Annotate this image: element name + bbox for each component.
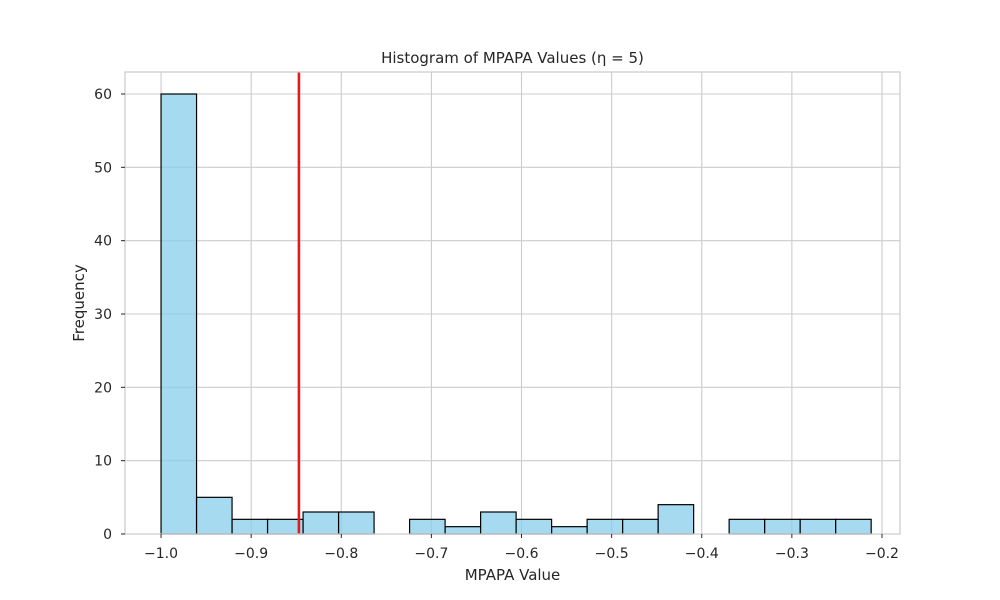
- histogram-bar: [231, 518, 269, 535]
- y-tick-label: 50: [94, 160, 112, 176]
- histogram-bar: [657, 504, 695, 535]
- x-tick-label: −0.2: [865, 546, 899, 562]
- histogram-bar: [799, 518, 837, 535]
- histogram-bar: [586, 518, 624, 535]
- x-tick-label: −0.8: [324, 546, 358, 562]
- histogram-bar: [160, 93, 198, 535]
- y-tick-label: 30: [94, 307, 112, 323]
- x-tick-label: −1.0: [144, 546, 178, 562]
- x-tick-label: −0.9: [234, 546, 268, 562]
- x-tick-label: −0.3: [775, 546, 809, 562]
- y-tick-label: 10: [94, 454, 112, 470]
- grid: [125, 72, 900, 535]
- x-tick-label: −0.6: [505, 546, 539, 562]
- plot-frame: [124, 71, 901, 535]
- histogram-bar: [515, 518, 553, 535]
- histogram-bar: [408, 518, 446, 535]
- histogram-bar: [195, 496, 233, 535]
- histogram-bar: [622, 518, 659, 535]
- bars: [160, 93, 872, 535]
- y-axis-label: Frequency: [70, 264, 88, 342]
- histogram-bar: [551, 526, 588, 535]
- x-tick-label: −0.5: [595, 546, 629, 562]
- x-axis-label: MPAPA Value: [465, 566, 561, 584]
- y-tick-label: 60: [94, 87, 112, 103]
- y-tick-label: 20: [94, 380, 112, 396]
- x-tick-label: −0.7: [414, 546, 448, 562]
- y-tick-labels: 0 10 20 30 40 50 60: [94, 87, 125, 543]
- y-tick-label: 40: [94, 234, 112, 250]
- y-tick-label: 0: [103, 527, 112, 543]
- histogram-bar: [479, 511, 517, 535]
- x-tick-label: −0.4: [685, 546, 719, 562]
- histogram-bar: [835, 518, 872, 535]
- chart-title: Histogram of MPAPA Values (η = 5): [381, 49, 644, 67]
- histogram-bar: [337, 511, 375, 535]
- x-tick-labels: −1.0 −0.9 −0.8 −0.7 −0.6 −0.5 −0.4 −0.3 −0.2: [144, 534, 899, 562]
- histogram-bar: [302, 511, 340, 535]
- histogram-bar: [764, 518, 801, 535]
- histogram-bar: [444, 526, 482, 535]
- histogram-bar: [728, 518, 766, 535]
